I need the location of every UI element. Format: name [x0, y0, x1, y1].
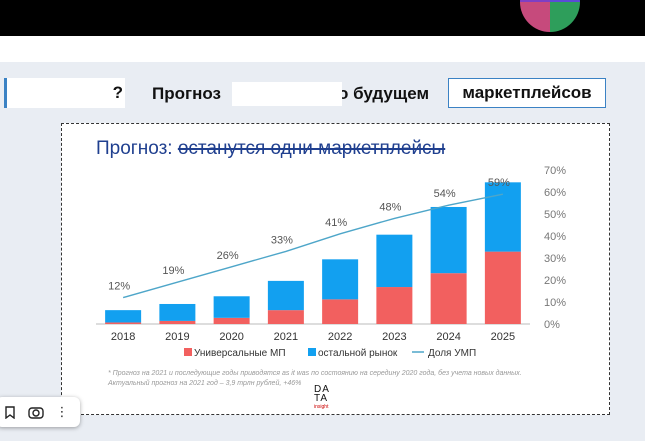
question-mark: ?: [112, 83, 123, 102]
pie-slice-green: [550, 2, 580, 32]
x-tick-label: 2023: [382, 331, 406, 343]
share-label: 41%: [325, 217, 347, 229]
legend-other: остальной рынок: [318, 348, 398, 359]
camera-icon[interactable]: [28, 403, 44, 421]
redacted-block: ?: [4, 78, 125, 108]
bar-other-market: [430, 206, 467, 274]
bar-other-market: [322, 259, 359, 300]
floating-toolbar: ⋮: [0, 397, 80, 427]
white-band: [0, 36, 645, 62]
legend-share: Доля УМП: [428, 348, 476, 359]
x-tick-label: 2022: [328, 331, 352, 343]
share-label: 19%: [162, 265, 184, 277]
logo-sub: insight: [314, 404, 329, 410]
bar-universal-mp: [376, 287, 413, 324]
redacted-heading-part: [232, 82, 342, 106]
heading-right: о будущем: [338, 84, 430, 103]
top-black-bar: [0, 0, 645, 36]
bar-universal-mp: [322, 299, 359, 324]
pie-slice-purple: [520, 0, 550, 2]
bar-universal-mp: [213, 317, 250, 324]
right-axis-tick: 0%: [544, 319, 560, 331]
footnote: * Прогноз на 2021 и последующие годы при…: [108, 370, 522, 387]
slide-title-struck: останутся одни маркетплейсы: [177, 138, 446, 159]
pie-slice-pink: [520, 2, 550, 32]
legend-swatch-other: [308, 348, 316, 356]
pie-slice-blue: [550, 0, 580, 2]
right-axis-tick: 30%: [544, 253, 566, 265]
more-icon[interactable]: ⋮: [55, 404, 69, 419]
right-axis-tick: 60%: [544, 187, 566, 199]
forecast-chart: 0% 10% 20% 30% 40% 50% 60% 70% 2018 2019 2020 2021 2…: [96, 165, 566, 359]
bar-other-market: [376, 234, 413, 288]
bar-universal-mp: [430, 273, 467, 324]
right-axis-tick: 20%: [544, 275, 566, 287]
logo-line-1: DA: [314, 384, 330, 395]
legend-universal: Универсальные МП: [194, 348, 286, 359]
bar-other-market: [159, 303, 196, 321]
heading-left: Прогноз: [152, 84, 221, 103]
share-label: 54%: [434, 188, 456, 200]
right-axis-tick: 40%: [544, 231, 566, 243]
slide-title: Прогноз: останутся одни маркетплейсы: [96, 138, 445, 160]
logo-line-2: TA: [314, 393, 329, 404]
share-label: 59%: [488, 177, 510, 189]
right-axis-tick: 70%: [544, 165, 566, 177]
bar-other-market: [267, 280, 304, 311]
slide-title-prefix: Прогноз:: [96, 138, 178, 159]
right-axis-tick: 10%: [544, 297, 566, 309]
share-label: 33%: [271, 234, 293, 246]
share-label: 48%: [379, 201, 401, 213]
x-tick-label: 2019: [165, 331, 189, 343]
bookmark-icon[interactable]: [2, 403, 18, 421]
x-tick-label: 2024: [436, 331, 460, 343]
pie-decoration-icon: [520, 0, 580, 32]
right-axis-tick: 50%: [544, 209, 566, 221]
bar-universal-mp: [267, 310, 304, 324]
x-tick-label: 2021: [274, 331, 298, 343]
x-tick-label: 2020: [219, 331, 243, 343]
bar-other-market: [105, 310, 142, 323]
bar-universal-mp: [159, 320, 196, 324]
bar-universal-mp: [484, 251, 521, 324]
share-label: 26%: [217, 250, 239, 262]
data-insight-logo: DA TA insight: [314, 385, 348, 412]
bar-universal-mp: [105, 322, 142, 324]
x-tick-label: 2018: [111, 331, 135, 343]
share-line: [122, 193, 504, 299]
x-tick-label: 2025: [491, 331, 515, 343]
legend-swatch-universal: [184, 348, 192, 356]
share-label: 12%: [108, 281, 130, 293]
bar-other-market: [484, 182, 521, 252]
highlighted-word: маркетплейсов: [448, 78, 606, 108]
bar-other-market: [213, 296, 250, 318]
